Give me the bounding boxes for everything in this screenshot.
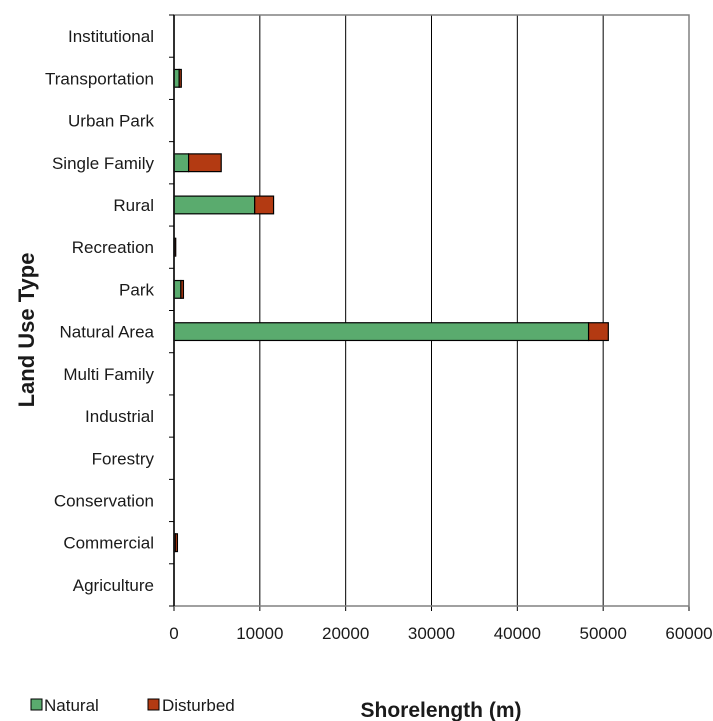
y-axis-title: Land Use Type: [14, 253, 39, 408]
grid-lines: [259, 15, 690, 606]
y-tick-label: Forestry: [92, 449, 155, 468]
y-tick-label: Conservation: [54, 491, 154, 510]
y-tick-label: Rural: [113, 196, 154, 215]
bar-natural-rural: [173, 195, 256, 215]
y-tick-labels: Agriculture Commercial Conservation Forestr…: [45, 27, 155, 595]
y-tick-label: Recreation: [72, 238, 154, 257]
bar-disturbed-rural: [254, 195, 275, 215]
x-axis-title: Shorelength (m): [361, 699, 522, 721]
x-tick-label: 60000: [665, 624, 712, 643]
legend: Natural Disturbed: [30, 696, 235, 715]
legend-label-disturbed: Disturbed: [162, 696, 235, 715]
y-tick-label: Institutional: [68, 27, 154, 46]
y-tick-label: Industrial: [85, 407, 154, 426]
x-tick-label: 20000: [322, 624, 369, 643]
bar-disturbed-transportation: [178, 68, 182, 88]
y-tick-label: Single Family: [52, 154, 155, 173]
x-tick-labels: 0 10000 20000 30000 40000 50000 60000: [169, 624, 712, 643]
x-tick-label: 10000: [236, 624, 283, 643]
x-tick-label: 0: [169, 624, 178, 643]
bar-natural-natural-area: [173, 322, 590, 342]
x-tick-label: 50000: [580, 624, 627, 643]
legend-label-natural: Natural: [44, 696, 99, 715]
bar-natural-transportation: [173, 68, 180, 88]
bar-natural-single-family: [173, 153, 190, 173]
x-tick-label: 40000: [494, 624, 541, 643]
axes: [169, 14, 690, 611]
y-tick-label: Agriculture: [73, 576, 154, 595]
bar-disturbed-commercial: [174, 533, 179, 553]
y-tick-label: Natural Area: [60, 323, 155, 342]
legend-swatch-natural: [30, 698, 43, 711]
bars: [173, 68, 609, 553]
bar-disturbed-natural-area: [587, 322, 609, 342]
y-tick-label: Multi Family: [63, 365, 154, 384]
bar-disturbed-park: [180, 279, 185, 299]
y-tick-label: Commercial: [63, 534, 154, 553]
x-tick-label: 30000: [408, 624, 455, 643]
y-tick-label: Park: [119, 280, 154, 299]
bar-natural-park: [173, 279, 182, 299]
legend-swatch-disturbed: [147, 698, 160, 711]
y-tick-label: Transportation: [45, 69, 154, 88]
y-tick-label: Urban Park: [68, 112, 154, 131]
bar-disturbed-single-family: [187, 153, 222, 173]
